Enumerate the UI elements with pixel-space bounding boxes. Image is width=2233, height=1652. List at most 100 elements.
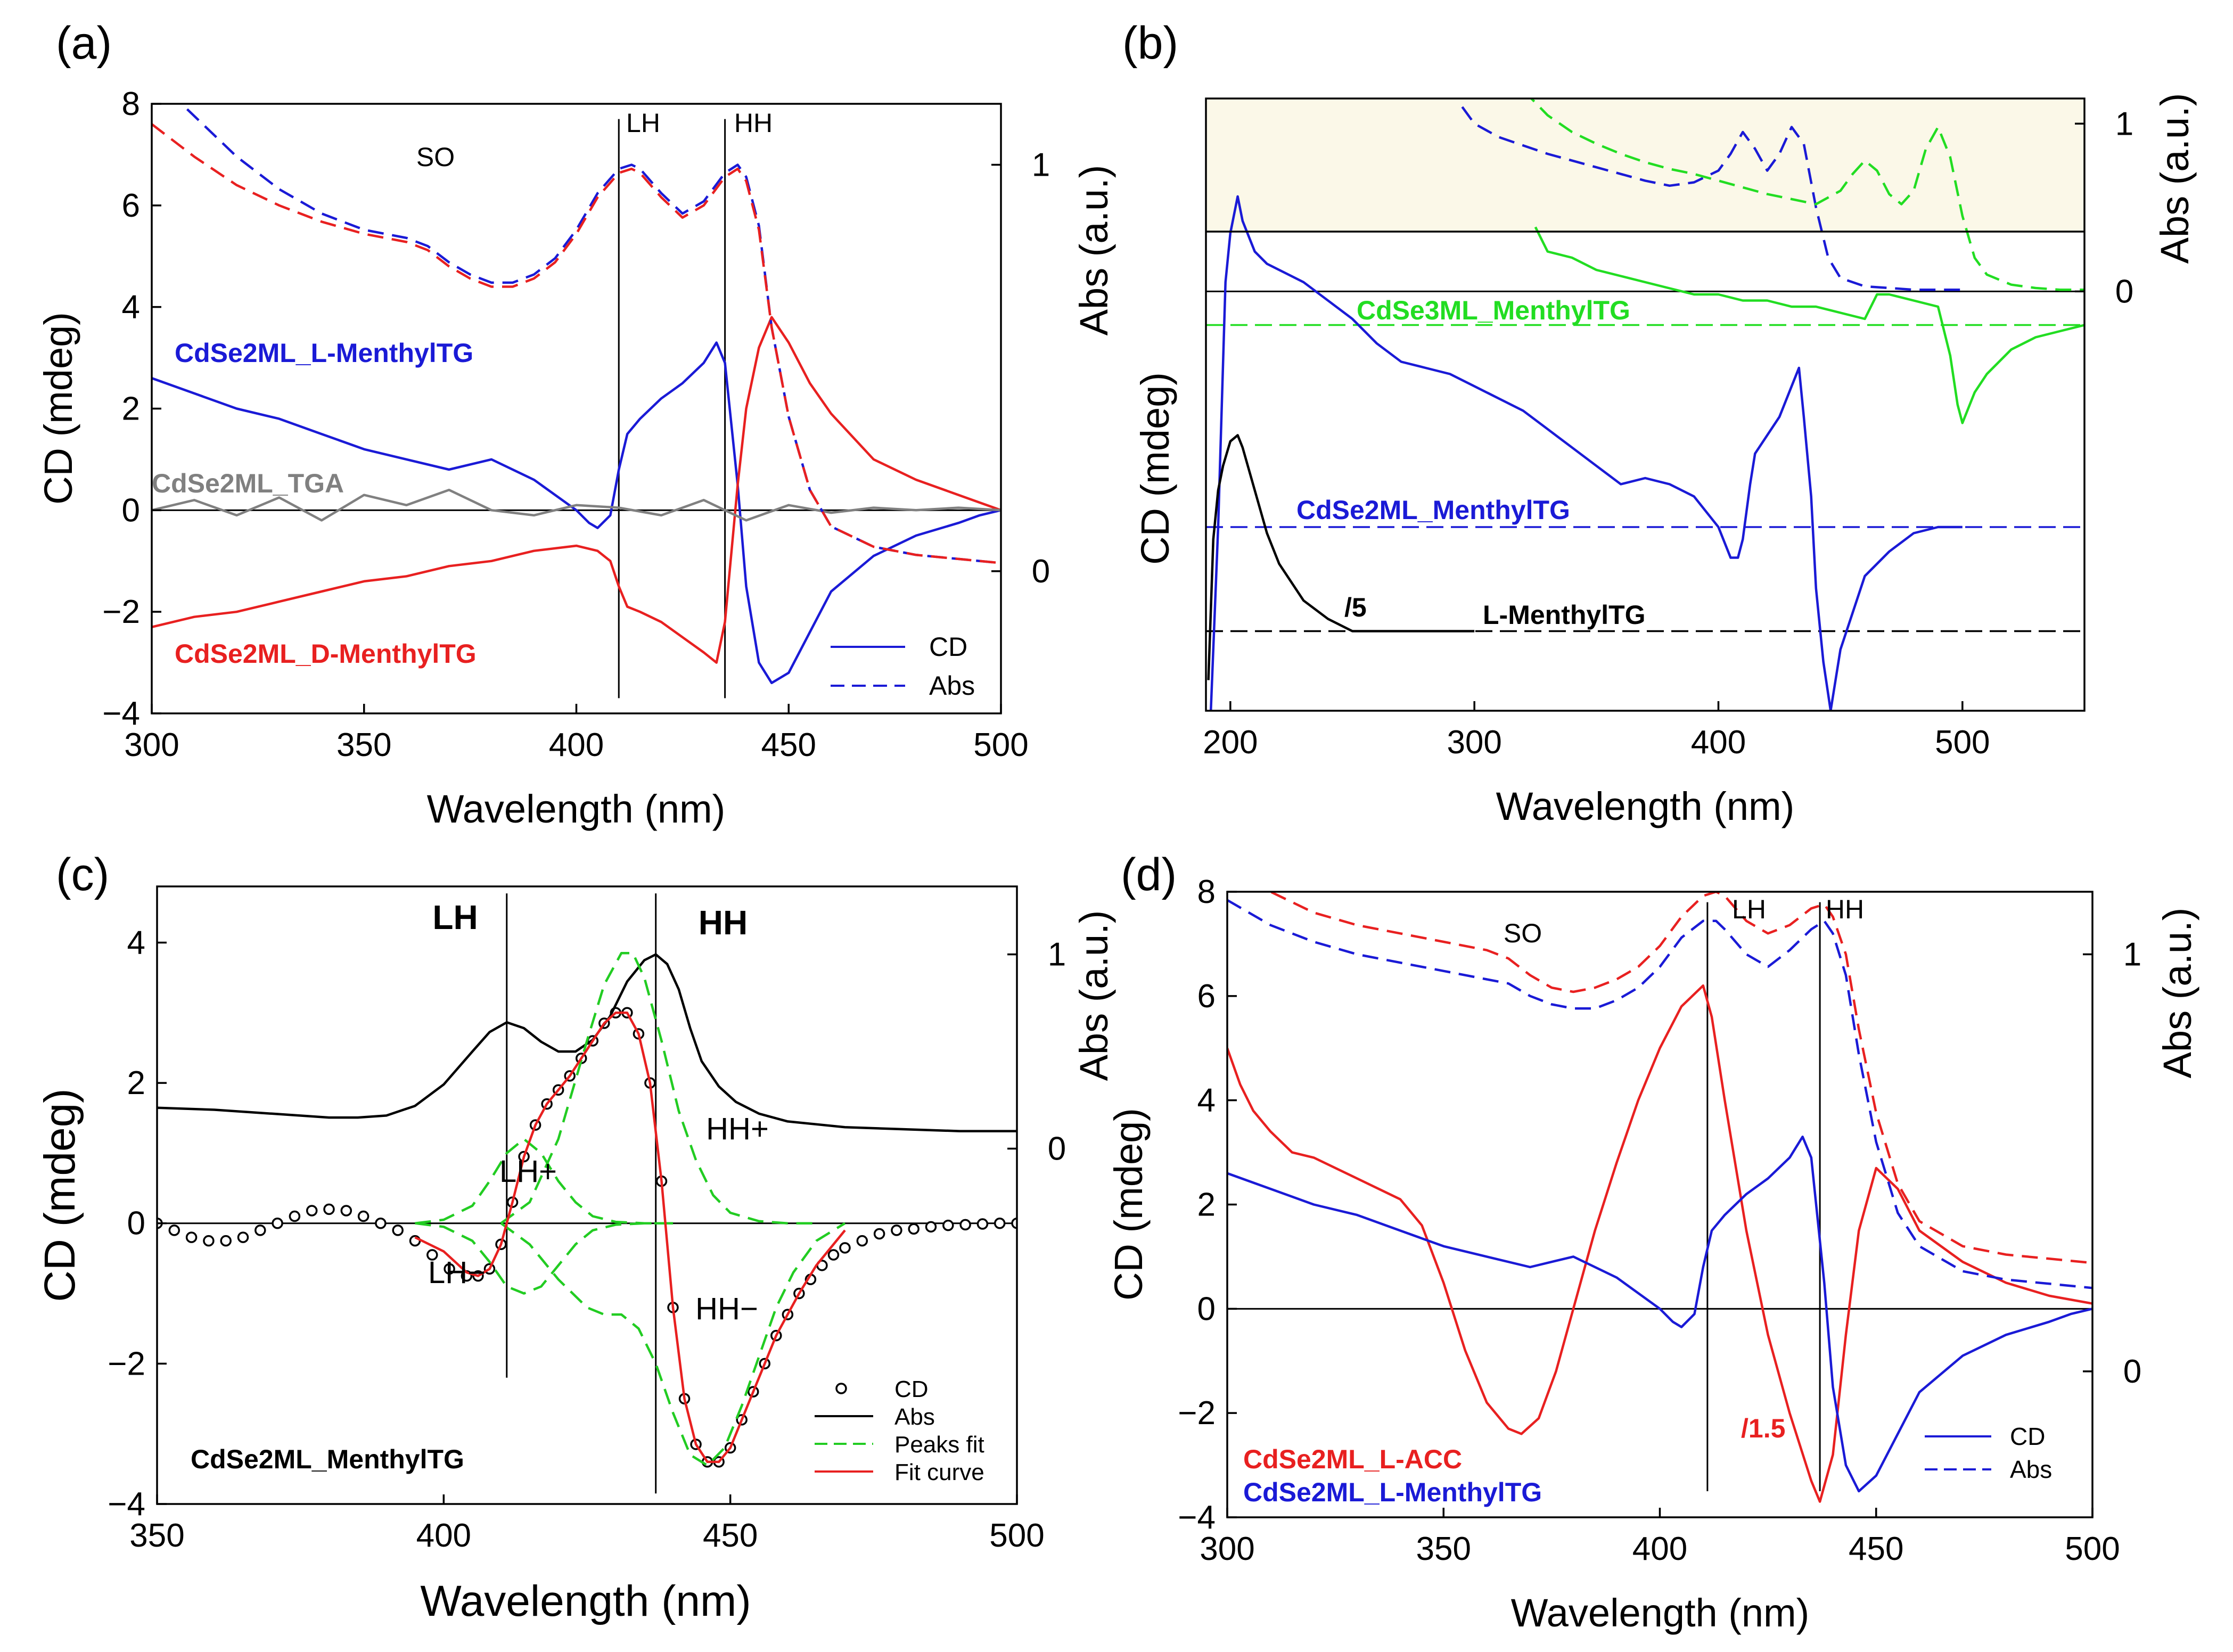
panel-d-ylabel: CD (mdeg) — [1106, 1108, 1151, 1301]
panel-a-series-4-line — [152, 123, 1001, 564]
panel-a-ytick-label-3: 2 — [122, 391, 140, 428]
panel-c-lh-plus-label: LH+ — [499, 1154, 557, 1189]
panel-d-y2tick-label-0: 0 — [2123, 1353, 2141, 1390]
panel-c-ytick-label-4: 4 — [127, 924, 145, 961]
panel-c-cd-point — [1011, 1217, 1017, 1229]
panel-d-xtick-label-1: 350 — [1416, 1531, 1471, 1567]
panel-b-series-group — [1206, 98, 2084, 711]
panel-a-plot — [152, 104, 1001, 698]
panel-c-cd-point — [856, 1235, 868, 1247]
panel-b: (b) 200 300 400 500 0 1 Wavelength (nm) CD (m… — [1122, 18, 2197, 828]
panel-c-cd-point — [891, 1224, 902, 1236]
panel-a-ylabel: CD (mdeg) — [36, 312, 80, 505]
panel-d-scale-label: /1.5 — [1741, 1413, 1785, 1443]
panel-a-frame — [151, 103, 1002, 714]
panel-c-cd-point — [839, 1242, 851, 1254]
panel-a-ytick-label-2: 0 — [122, 492, 140, 529]
panel-b-xtick-label-2: 400 — [1691, 724, 1746, 761]
panel-a-ytick-label-0: −4 — [102, 695, 140, 732]
panel-c-label: (c) — [56, 849, 109, 900]
panel-d-ytick-label-2: 0 — [1197, 1291, 1216, 1327]
panel-d-xtick-label-0: 300 — [1200, 1531, 1254, 1567]
panel-b-xtick-label-1: 300 — [1447, 724, 1501, 761]
panel-c: (c) 350 400 450 500 −4 −2 0 2 4 0 1 Wavelength (nm… — [36, 849, 1116, 1625]
panel-d-ytick-label-6: 8 — [1197, 874, 1216, 910]
panel-b-frame — [1205, 97, 2086, 712]
panel-b-xtick-label-0: 200 — [1203, 724, 1258, 761]
panel-c-xtick-label-3: 500 — [989, 1517, 1044, 1554]
panel-c-cd-point — [942, 1219, 954, 1231]
panel-b-xlabel: Wavelength (nm) — [1496, 784, 1795, 828]
panel-b-series-1-line — [1209, 195, 1963, 711]
panel-b-y2tick-label-1: 1 — [2115, 105, 2133, 142]
panel-b-y2tick-label-0: 0 — [2115, 273, 2133, 310]
panel-c-cd-point — [185, 1231, 198, 1243]
panel-c-legend-peaks: Peaks fit — [894, 1432, 984, 1458]
panel-b-series-2-line — [1207, 434, 1475, 680]
panel-c-legend: CD Abs Peaks fit Fit curve — [815, 1376, 984, 1485]
panel-c-cd-point — [375, 1217, 387, 1229]
panel-c-series-2-line — [415, 1138, 673, 1224]
panel-b-series-4-line — [1529, 98, 2084, 291]
panel-c-cd-point — [203, 1235, 215, 1247]
panel-c-cd-point — [444, 1263, 455, 1275]
panel-b-2ml-label: CdSe2ML_MenthylTG — [1296, 495, 1570, 525]
panel-a: (a) 300 350 400 450 500 −4 −2 0 2 4 6 8 0 1 Wavelengt… — [36, 18, 1116, 831]
panel-d-y2tick-label-1: 1 — [2123, 936, 2141, 973]
panel-a-series-1-line — [152, 316, 1001, 664]
panel-a-xtick-label-1: 350 — [336, 727, 391, 763]
panel-a-xtick-label-0: 300 — [124, 727, 179, 763]
panel-a-ytick-label-1: −2 — [102, 594, 140, 630]
panel-b-series-0-line — [1534, 226, 2084, 424]
panel-d-series-group — [1227, 892, 2092, 1503]
panel-b-abs-shade — [1206, 98, 2084, 232]
panel-a-series-d-label: CdSe2ML_D-MenthylTG — [175, 639, 477, 669]
panel-d-series-0-line — [1227, 984, 2092, 1503]
panel-b-xtick-label-3: 500 — [1935, 724, 1990, 761]
panel-c-xtick-label-1: 400 — [416, 1517, 471, 1554]
panel-a-label: (a) — [56, 18, 112, 69]
panel-c-cd-point — [323, 1203, 335, 1215]
panel-c-frame — [156, 885, 1018, 1505]
panel-c-cd-point — [908, 1223, 920, 1235]
panel-d: (d) 300 350 400 450 500 −4 −2 0 2 4 6 8 0 1 Wavelengt… — [1106, 849, 2199, 1635]
panel-a-legend-abs: Abs — [929, 671, 975, 701]
panel-a-xlabel: Wavelength (nm) — [427, 787, 726, 831]
panel-d-plot — [1227, 892, 2092, 1503]
panel-c-cd-point — [220, 1235, 232, 1247]
panel-d-hh-label: HH — [1826, 894, 1864, 924]
panel-c-series-4-line — [500, 951, 817, 1224]
panel-c-xtick-label-0: 350 — [129, 1517, 184, 1554]
panel-c-legend-abs: Abs — [894, 1404, 935, 1430]
panel-b-axes: 200 300 400 500 0 1 — [1203, 105, 2133, 761]
panel-c-sample-label: CdSe2ML_MenthylTG — [191, 1444, 464, 1474]
panel-a-series-tga-label: CdSe2ML_TGA — [152, 469, 344, 498]
panel-c-cd-point — [306, 1205, 318, 1217]
panel-a-legend: CD Abs — [831, 632, 975, 701]
panel-d-xtick-label-4: 500 — [2065, 1531, 2120, 1567]
panel-d-frame — [1226, 891, 2094, 1518]
panel-c-series-group — [157, 893, 1017, 1494]
panel-a-y2tick-label-1: 1 — [1032, 147, 1050, 184]
panel-c-cd-point — [237, 1231, 249, 1243]
panel-c-series-0-markers — [157, 1007, 1017, 1468]
panel-d-ytick-label-4: 4 — [1197, 1082, 1216, 1119]
panel-c-cd-point — [426, 1249, 438, 1261]
panel-c-cd-point — [289, 1210, 301, 1222]
panel-b-y2label: Abs (a.u.) — [2153, 93, 2197, 264]
panel-c-legend-fit: Fit curve — [894, 1459, 984, 1485]
panel-d-axes: 300 350 400 450 500 −4 −2 0 2 4 6 8 0 1 — [1178, 874, 2141, 1567]
panel-c-series-3-line — [415, 1222, 673, 1295]
panel-c-xtick-label-2: 450 — [703, 1517, 758, 1554]
panel-c-series-5-line — [500, 1222, 846, 1467]
panel-d-ytick-label-0: −4 — [1178, 1499, 1216, 1536]
panel-d-series-acc-label: CdSe2ML_L-ACC — [1243, 1444, 1462, 1474]
panel-b-scale-label: /5 — [1344, 593, 1367, 622]
panel-a-ytick-label-4: 4 — [122, 289, 140, 326]
panel-d-ytick-label-1: −2 — [1178, 1395, 1216, 1432]
panel-a-xtick-label-3: 450 — [761, 727, 816, 763]
panel-c-hh-plus-label: HH+ — [706, 1112, 769, 1146]
panel-a-ytick-label-5: 6 — [122, 187, 140, 224]
panel-c-cd-point — [168, 1224, 180, 1236]
